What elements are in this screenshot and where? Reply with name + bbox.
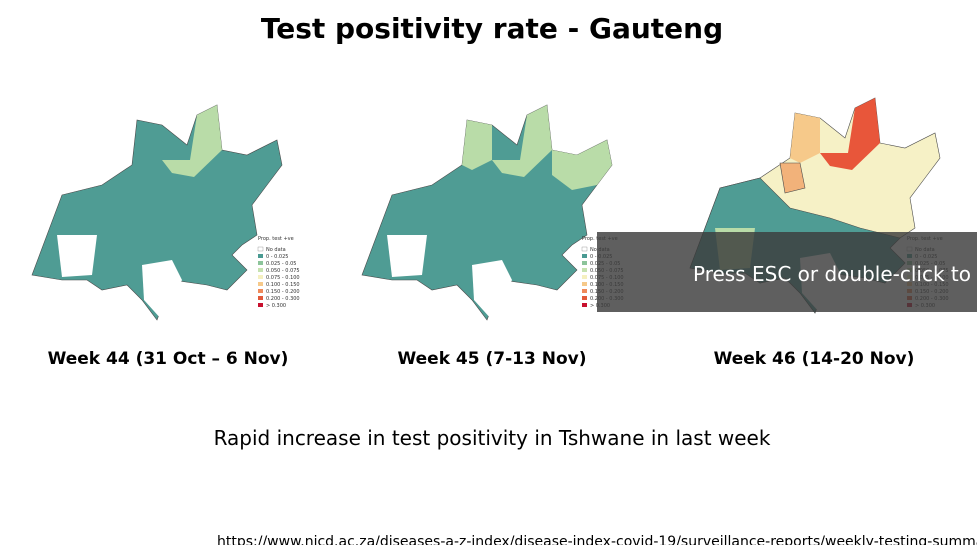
legend-item: 0.050 - 0.075: [266, 268, 300, 274]
legend-item: 0.100 - 0.150: [266, 282, 300, 288]
map-caption: Week 45 (7-13 Nov): [398, 349, 587, 369]
legend-item: 0.075 - 0.100: [266, 275, 300, 281]
legend-title: Prop. test +ve: [258, 236, 294, 242]
legend-item: No data: [266, 247, 286, 253]
legend-item: 0.150 - 0.200: [266, 289, 300, 295]
map-caption: Week 46 (14-20 Nov): [714, 349, 915, 369]
source-url: https://www.nicd.ac.za/diseases-a-z-inde…: [217, 534, 977, 545]
map-week-44: [31, 104, 283, 321]
title: Test positivity rate - Gauteng: [261, 12, 723, 45]
subtitle: Rapid increase in test positivity in Tsh…: [214, 426, 771, 450]
legend-item: 0.025 - 0.05: [266, 261, 296, 267]
overlay-text: Press ESC or double-click to: [693, 262, 971, 286]
legend-item: > 0.300: [266, 303, 286, 309]
map-caption: Week 44 (31 Oct – 6 Nov): [48, 349, 289, 369]
legend-item: 0 - 0.025: [266, 254, 288, 260]
map-week-45: [361, 104, 613, 321]
fullscreen-overlay: Press ESC or double-click to: [597, 232, 977, 312]
legend-item: 0.200 - 0.300: [266, 296, 300, 302]
